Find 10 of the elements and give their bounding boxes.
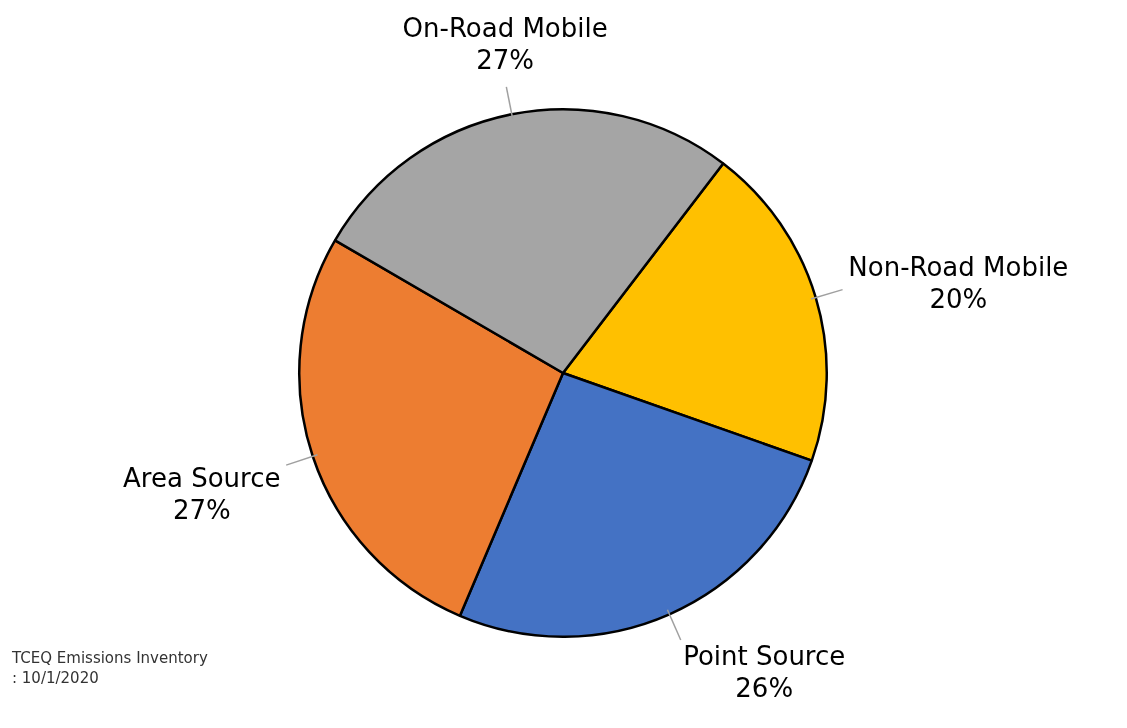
slice-label: Area Source (123, 462, 281, 493)
data-label: 26% (735, 673, 794, 704)
text: : 10/1/2020 (12, 668, 100, 688)
data-label: 27% (476, 44, 535, 75)
text: TCEQ Emissions Inventory (12, 648, 208, 668)
data-label: 20% (929, 283, 988, 314)
slice-label: Non-Road Mobile (848, 251, 1069, 282)
slice-label: On-Road Mobile (402, 12, 608, 43)
data-label: 27% (172, 494, 231, 525)
slice-label: Point Source (683, 641, 846, 672)
